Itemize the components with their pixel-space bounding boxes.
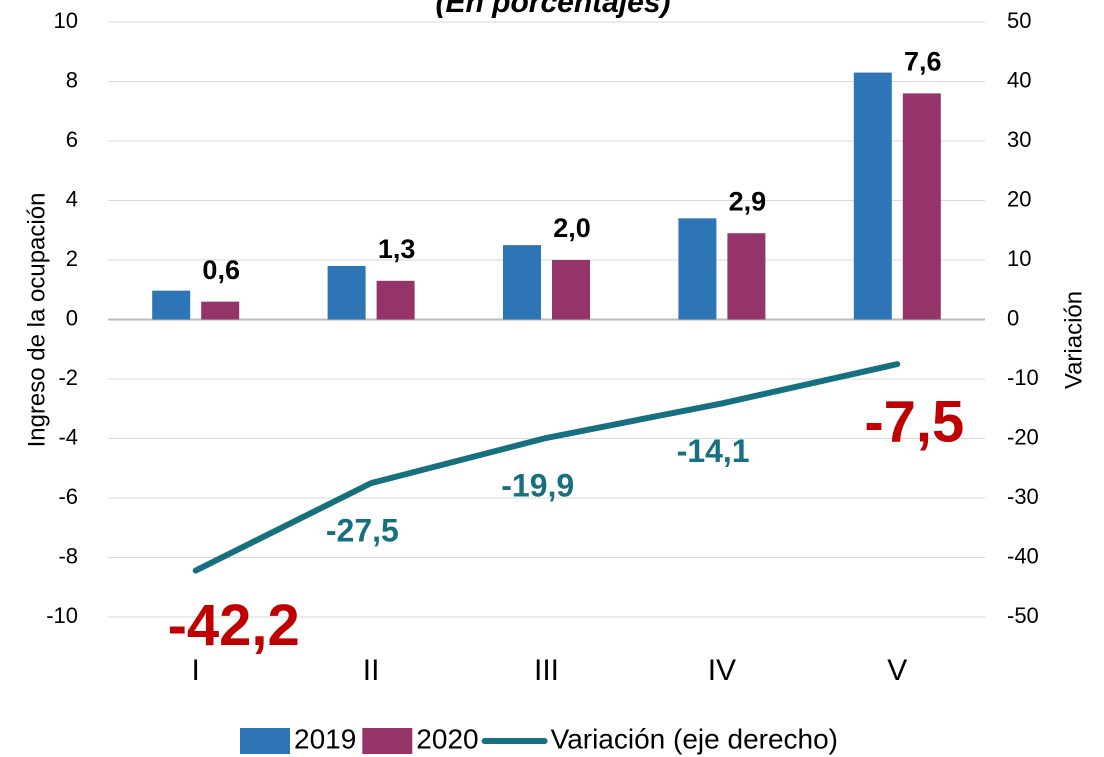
bar: [152, 290, 191, 320]
x-tick-label: IV: [708, 654, 736, 687]
bar-value-label: 1,3: [378, 234, 416, 264]
bar: [853, 72, 892, 320]
y-tick-label: 8: [66, 67, 78, 92]
y-tick-label: 2: [66, 246, 78, 271]
bar: [727, 233, 766, 320]
line-value-label: -14,1: [677, 433, 750, 469]
x-tick-label: II: [363, 654, 380, 687]
y2-tick-label: 40: [1007, 67, 1031, 92]
line-value-label: -42,2: [168, 593, 300, 658]
y2-tick-label: -20: [1007, 424, 1039, 449]
bar: [376, 280, 415, 320]
legend-swatch: [240, 728, 290, 754]
y2-tick-label: 20: [1007, 186, 1031, 211]
bar-value-label: 2,9: [729, 186, 767, 216]
bar-value-label: 0,6: [202, 255, 240, 285]
x-tick-label: III: [534, 654, 559, 687]
bar: [201, 301, 240, 320]
line-series: [192, 361, 901, 574]
line-value-label: -27,5: [326, 513, 399, 549]
y-tick-label: 6: [66, 127, 78, 152]
chart-title: (En porcentajes): [435, 0, 670, 19]
legend-label: Variación (eje derecho): [551, 723, 838, 754]
y-tick-label: 4: [66, 186, 78, 211]
y-tick-label: 10: [54, 8, 78, 33]
bar: [327, 265, 366, 320]
y2-axis-label: Variación: [1060, 291, 1087, 389]
y-tick-label: -2: [58, 365, 78, 390]
y2-tick-label: -50: [1007, 603, 1039, 628]
y2-tick-label: -30: [1007, 484, 1039, 509]
bar: [678, 218, 717, 320]
bar: [503, 245, 541, 320]
bar-value-label: 2,0: [553, 213, 591, 243]
y-tick-label: 0: [66, 305, 78, 330]
legend-label: 2020: [416, 723, 478, 754]
y-tick-label: -8: [58, 543, 78, 568]
y2-tick-label: 10: [1007, 246, 1031, 271]
bar-value-label: 7,6: [904, 47, 942, 77]
legend-swatch: [362, 728, 413, 754]
y-tick-label: -6: [58, 484, 78, 509]
x-tick-label: I: [192, 654, 200, 687]
legend-label: 2019: [294, 723, 356, 754]
y2-tick-label: 30: [1007, 127, 1031, 152]
x-tick-label: V: [887, 654, 907, 687]
y-tick-label: -10: [46, 603, 78, 628]
line-value-label: -7,5: [864, 389, 964, 454]
line-value-label: -19,9: [501, 467, 574, 503]
y-tick-label: -4: [58, 424, 78, 449]
y2-tick-label: 50: [1007, 8, 1031, 33]
bar: [552, 260, 590, 320]
y-axis-label: Ingreso de la ocupación: [23, 193, 50, 448]
y2-tick-label: -10: [1007, 365, 1039, 390]
bar: [902, 93, 941, 320]
y2-tick-label: -40: [1007, 543, 1039, 568]
y2-tick-label: 0: [1007, 305, 1019, 330]
